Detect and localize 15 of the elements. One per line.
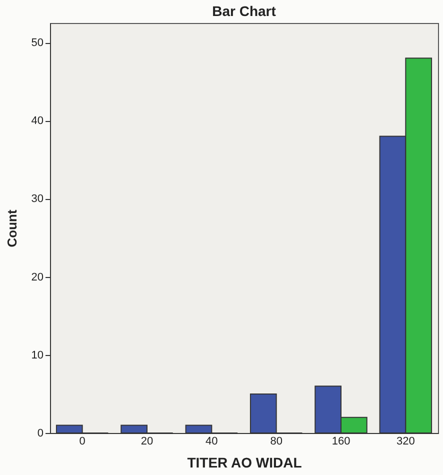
x-tick-label: 320 [396,436,415,448]
chart-title: Bar Chart [212,3,276,19]
x-tick-label: 160 [332,436,350,448]
y-tick-label: 30 [31,193,44,206]
x-tick-label: 80 [270,436,282,448]
y-tick-label: 40 [31,115,44,128]
y-tick-label: 10 [31,349,44,362]
y-tick-label: 20 [31,271,44,284]
y-axis-title: Count [4,209,20,248]
x-tick-label: 40 [206,436,218,448]
x-tick-label: 20 [140,436,154,448]
y-tick-label: 50 [31,37,44,50]
x-tick-label: 0 [79,436,86,448]
x-axis-title: TITER AO WIDAL [187,454,302,470]
y-tick-label: 0 [37,428,44,440]
